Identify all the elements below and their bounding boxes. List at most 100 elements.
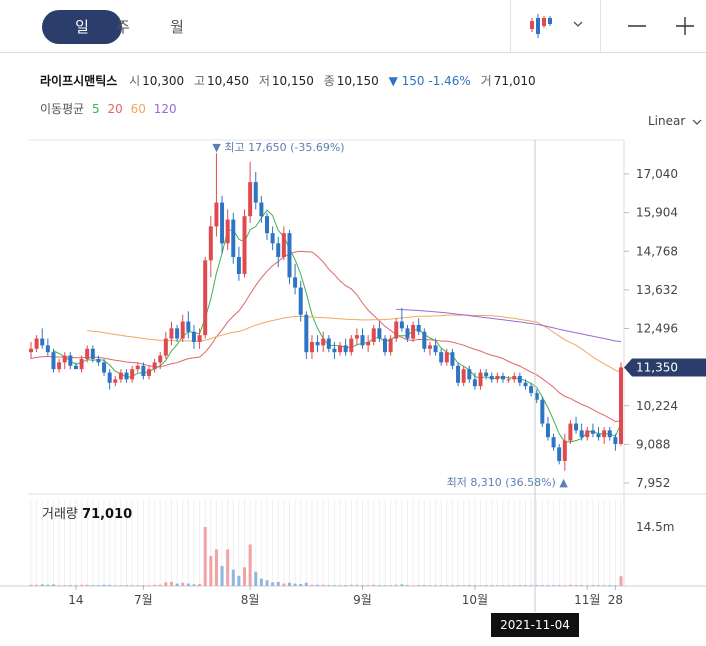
volume-bar <box>214 549 218 586</box>
volume-bar <box>248 544 252 586</box>
candle-body <box>203 260 208 336</box>
chart-grid: 17,040 15,904 14,768 13,632 12,496 10,224 9,08… <box>0 139 706 607</box>
candle-body <box>220 202 225 244</box>
candle-body <box>534 392 539 400</box>
candle-body <box>354 335 359 339</box>
candle-body <box>29 348 33 353</box>
candle-body <box>590 430 595 434</box>
volume-bar <box>46 584 50 586</box>
volume-bar <box>602 585 606 587</box>
candle-body <box>191 331 196 342</box>
y-tick-label: 9,088 <box>636 437 670 451</box>
high-label: 고 <box>193 74 206 88</box>
candle-body <box>265 216 269 234</box>
scale-toggle[interactable]: Linear <box>648 114 702 128</box>
candle-body <box>208 226 213 261</box>
candle-body <box>276 243 281 257</box>
volume-bar <box>552 585 556 587</box>
volume-bar <box>495 585 499 587</box>
tab-daily[interactable]: 일 <box>42 10 122 44</box>
candle-body <box>562 440 567 461</box>
volume-bar <box>243 567 247 586</box>
close-label: 종 <box>323 74 335 88</box>
tab-weekly[interactable]: 주 <box>116 18 130 36</box>
candle-body <box>118 372 123 380</box>
tab-monthly[interactable]: 월 <box>170 18 184 36</box>
ma-120-line <box>396 308 622 343</box>
candle-body <box>79 358 84 370</box>
volume-bar <box>80 584 84 586</box>
candle-body <box>152 362 157 370</box>
divider <box>600 0 601 52</box>
low-label: 저 <box>258 74 270 88</box>
candle-body <box>467 369 472 380</box>
candle-body <box>495 375 500 380</box>
candle-body <box>506 379 511 381</box>
volume-bars <box>29 499 623 587</box>
close-value: 10,150 <box>336 74 379 88</box>
candle-body <box>34 338 39 349</box>
volume-bar <box>394 584 398 586</box>
y-tick-label: 14,768 <box>636 244 678 258</box>
candle-body <box>388 338 393 353</box>
ma-legend-label: 이동평균 <box>40 102 85 116</box>
volume-bar <box>231 569 235 586</box>
scale-label: Linear <box>648 114 686 128</box>
candle-body <box>371 328 376 342</box>
volume-bar <box>523 585 527 587</box>
volume-bar <box>608 585 612 587</box>
candle-body <box>147 369 151 376</box>
volume-bar <box>175 583 179 586</box>
candle-body <box>68 355 73 366</box>
candle-body <box>253 182 258 203</box>
ma-60-line <box>87 314 622 373</box>
ma-120-label: 120 <box>153 102 177 116</box>
y-tick-label: 13,632 <box>636 283 678 297</box>
volume-bar <box>417 585 421 587</box>
volume-bar <box>136 585 140 587</box>
candle-body <box>309 341 314 353</box>
candle-body <box>40 338 45 346</box>
candle-body <box>90 348 95 359</box>
candle-body <box>169 328 174 339</box>
volume-bar <box>507 585 511 587</box>
change-value: ▼ 150 -1.46% <box>388 74 471 88</box>
y-tick-label: 7,952 <box>636 476 670 490</box>
volume-bar <box>540 585 544 587</box>
chevron-down-icon <box>573 21 583 27</box>
candle-body <box>214 202 219 227</box>
candle-body <box>298 287 303 315</box>
volume-bar <box>310 584 314 586</box>
volume-bar <box>428 585 432 587</box>
volume-bar <box>619 576 623 586</box>
y-tick-label: 12,496 <box>636 322 678 336</box>
candle-body <box>613 437 618 444</box>
volume-bar <box>169 581 173 586</box>
volume-bar <box>102 584 106 586</box>
volume-bar <box>467 585 471 587</box>
zoom-in-button[interactable] <box>670 12 700 42</box>
candle-body <box>489 375 494 380</box>
volume-bar <box>546 585 550 587</box>
candle-body <box>293 277 298 288</box>
volume-bar <box>344 585 348 587</box>
candle-body <box>175 328 180 339</box>
volume-bar <box>411 585 415 587</box>
candle-body <box>366 341 371 346</box>
candle-body <box>85 348 90 359</box>
zoom-out-button[interactable] <box>622 12 652 42</box>
candle-body <box>321 338 326 346</box>
volume-bar <box>125 585 129 587</box>
volume-bar <box>276 581 280 586</box>
chart-type-button[interactable] <box>528 10 594 44</box>
volume-bar <box>450 585 454 587</box>
low-value: 10,150 <box>271 74 314 88</box>
candle-body <box>579 430 584 438</box>
volume-bar <box>377 585 381 587</box>
volume-bar <box>153 584 157 586</box>
candle-body <box>461 369 466 383</box>
chevron-down-icon <box>692 119 702 125</box>
open-label: 시 <box>129 74 141 88</box>
volume-bar <box>96 585 100 587</box>
